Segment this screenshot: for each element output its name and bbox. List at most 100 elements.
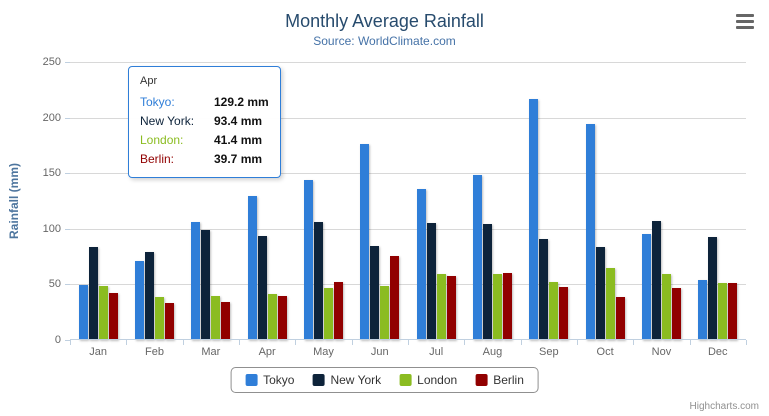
bar-new-york-sep[interactable] — [539, 238, 549, 340]
bar-new-york-may[interactable] — [313, 222, 323, 340]
bar-new-york-jan[interactable] — [88, 247, 98, 340]
legend-symbol-new-york — [312, 374, 325, 386]
legend-item-tokyo[interactable]: Tokyo — [245, 373, 294, 387]
x-axis-tick — [746, 340, 747, 345]
category-group-apr — [239, 62, 295, 340]
bar-berlin-may[interactable] — [333, 281, 343, 340]
bar-berlin-jul[interactable] — [446, 276, 456, 340]
bar-london-mar[interactable] — [211, 296, 221, 340]
gridline — [70, 284, 746, 286]
y-axis-tick-label: 200 — [42, 111, 61, 124]
bar-berlin-jan[interactable] — [108, 292, 118, 340]
bar-tokyo-aug[interactable] — [472, 174, 482, 340]
legend-label-berlin: Berlin — [493, 373, 524, 387]
bar-london-nov[interactable] — [661, 274, 671, 340]
bar-london-aug[interactable] — [492, 273, 502, 340]
bar-tokyo-jul[interactable] — [416, 189, 426, 340]
credits-link[interactable]: Highcharts.com — [689, 401, 759, 412]
category-group-oct — [577, 62, 633, 340]
bar-london-feb[interactable] — [154, 296, 164, 340]
x-axis-tick — [126, 340, 128, 345]
y-axis-tick — [65, 117, 70, 119]
tooltip-row-new-york: New York: 93.4 mm — [140, 112, 269, 131]
legend-item-new-york[interactable]: New York — [312, 373, 381, 387]
category-group-aug — [464, 62, 520, 340]
bar-new-york-mar[interactable] — [201, 230, 211, 340]
bar-tokyo-oct[interactable] — [585, 124, 595, 340]
bar-new-york-nov[interactable] — [651, 221, 661, 340]
bar-tokyo-dec[interactable] — [698, 279, 708, 340]
x-axis-tick — [239, 340, 240, 345]
y-axis-tick — [65, 62, 70, 63]
bar-london-may[interactable] — [323, 287, 333, 340]
category-group-jun — [352, 62, 408, 340]
tooltip-series-label: Berlin: — [140, 152, 175, 166]
bar-berlin-jun[interactable] — [390, 256, 400, 340]
bar-berlin-oct[interactable] — [615, 296, 625, 340]
x-axis-tick — [295, 340, 297, 345]
x-axis-label-mar: Mar — [201, 346, 221, 358]
bar-tokyo-jan[interactable] — [78, 284, 88, 340]
bar-new-york-feb[interactable] — [144, 252, 154, 340]
x-axis-label-aug: Aug — [482, 346, 503, 358]
y-axis-tick-label: 150 — [42, 167, 61, 180]
bar-london-dec[interactable] — [718, 283, 728, 340]
bar-tokyo-may[interactable] — [303, 179, 313, 340]
y-axis-title: Rainfall (mm) — [7, 162, 21, 240]
bar-new-york-oct[interactable] — [595, 247, 605, 340]
plot-area: 0 50 100 150 200 250 — [43, 56, 747, 346]
category-group-nov — [633, 62, 689, 340]
bar-new-york-aug[interactable] — [482, 224, 492, 340]
x-axis-label-jan: Jan — [89, 346, 108, 358]
legend-item-london[interactable]: London — [399, 373, 457, 387]
bar-london-jan[interactable] — [98, 285, 108, 340]
gridline — [70, 173, 746, 175]
bar-tokyo-sep[interactable] — [529, 99, 539, 340]
hamburger-menu-icon[interactable] — [734, 13, 756, 30]
bar-london-apr[interactable] — [267, 293, 277, 340]
bar-london-oct[interactable] — [605, 267, 615, 340]
bar-berlin-dec[interactable] — [728, 283, 738, 340]
bar-new-york-jul[interactable] — [426, 223, 436, 340]
tooltip-series-value: 41.4 mm — [214, 133, 263, 147]
bar-tokyo-feb[interactable] — [134, 260, 144, 340]
bar-london-sep[interactable] — [549, 281, 559, 340]
bar-berlin-mar[interactable] — [221, 301, 231, 340]
tooltip-header: Apr — [140, 75, 158, 87]
legend-item-berlin[interactable]: Berlin — [475, 373, 524, 387]
category-group-mar — [183, 62, 239, 340]
bar-london-jul[interactable] — [436, 274, 446, 340]
x-axis-tick — [633, 340, 635, 345]
bar-new-york-jun[interactable] — [370, 246, 380, 340]
x-axis-label-jul: Jul — [429, 346, 444, 358]
bar-london-jun[interactable] — [380, 286, 390, 340]
x-axis-label-dec: Dec — [707, 346, 728, 358]
tooltip-series-value: 129.2 mm — [214, 95, 269, 109]
bar-tokyo-mar[interactable] — [191, 221, 201, 340]
bar-tokyo-apr[interactable] — [247, 196, 257, 340]
y-axis-tick — [65, 340, 70, 341]
bar-new-york-dec[interactable] — [708, 237, 718, 340]
chart-title: Monthly Average Rainfall — [285, 11, 484, 31]
bar-tokyo-nov[interactable] — [641, 233, 651, 340]
x-axis-tick — [70, 340, 71, 345]
gridline — [70, 228, 746, 230]
bar-berlin-sep[interactable] — [559, 287, 569, 340]
bar-tokyo-jun[interactable] — [360, 144, 370, 340]
bar-berlin-aug[interactable] — [502, 272, 512, 340]
x-axis-line — [70, 339, 746, 340]
bar-berlin-apr[interactable] — [277, 295, 287, 340]
category-group-may — [295, 62, 351, 340]
x-axis-tick — [464, 340, 466, 345]
x-axis-label-oct: Oct — [596, 346, 614, 358]
tooltip-row-london: London: 41.4 mm — [140, 131, 269, 150]
bar-berlin-feb[interactable] — [164, 303, 174, 340]
bar-berlin-nov[interactable] — [671, 287, 681, 340]
tooltip-series-value: 39.7 mm — [214, 152, 263, 166]
category-group-jul — [408, 62, 464, 340]
bar-new-york-apr[interactable] — [257, 236, 267, 340]
legend-label-new-york: New York — [330, 373, 382, 387]
tooltip-series-label: Tokyo: — [140, 95, 175, 109]
category-group-dec — [690, 62, 746, 340]
